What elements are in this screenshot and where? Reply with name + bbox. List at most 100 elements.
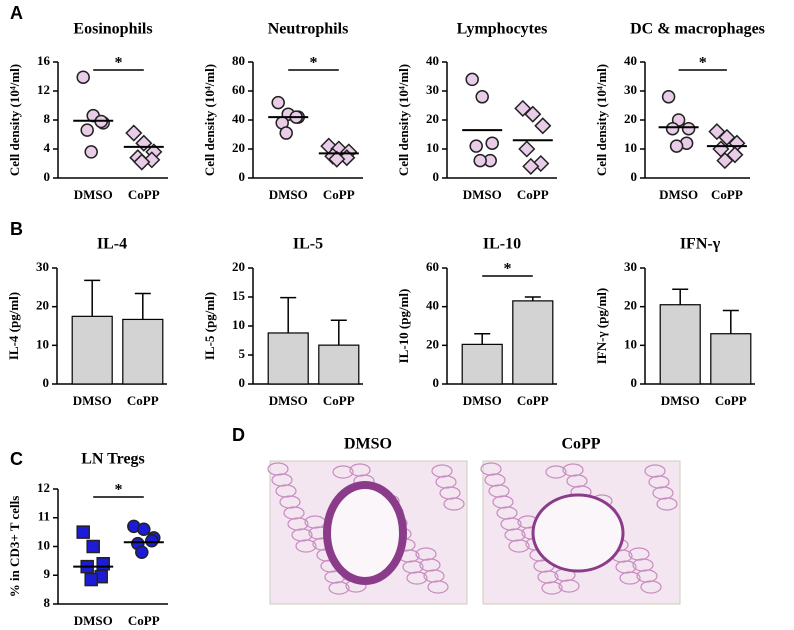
y-tick-label: 0 <box>44 169 51 184</box>
bar <box>267 332 309 385</box>
y-tick-label: 30 <box>426 82 439 97</box>
airway <box>323 481 407 585</box>
tissue <box>328 581 350 595</box>
bar <box>122 318 164 385</box>
data-point <box>328 150 346 168</box>
data-point <box>80 123 94 137</box>
y-tick-label: 30 <box>624 82 637 97</box>
data-point <box>125 124 143 142</box>
bar <box>318 344 360 385</box>
y-tick-label: 10 <box>624 336 637 351</box>
chart-title: Eosinophils <box>73 21 152 38</box>
tissue <box>332 465 354 479</box>
airway <box>531 493 625 573</box>
x-tick-label: CoPP <box>517 187 549 202</box>
y-tick-label: 0 <box>239 375 246 390</box>
y-tick-label: 40 <box>426 53 439 68</box>
y-axis-label: Cell density (10⁴/ml) <box>594 64 609 176</box>
data-point <box>716 152 734 170</box>
tissue <box>541 581 563 595</box>
data-point <box>485 136 499 150</box>
significance-label: * <box>310 55 318 72</box>
tissue <box>295 539 317 553</box>
tissue <box>508 539 530 553</box>
y-tick-label: 0 <box>43 375 50 390</box>
bar <box>461 343 503 385</box>
data-point <box>465 72 479 87</box>
x-tick-label: DMSO <box>463 187 502 202</box>
y-tick-label: 20 <box>36 298 49 313</box>
y-tick-label: 11 <box>38 509 50 524</box>
data-point <box>661 90 676 104</box>
tissue <box>443 497 465 511</box>
y-tick-label: 40 <box>426 298 439 313</box>
bar <box>710 333 752 385</box>
bar <box>512 300 554 385</box>
x-tick-label: CoPP <box>323 187 355 202</box>
bar <box>71 315 113 385</box>
tissue <box>619 571 641 585</box>
chart-title: IL-5 <box>293 236 323 253</box>
data-point <box>76 70 90 84</box>
y-tick-label: 15 <box>232 288 246 303</box>
data-point <box>137 522 151 536</box>
x-tick-label: DMSO <box>463 393 502 408</box>
significance-label: * <box>699 55 707 72</box>
chart-title: Lymphocytes <box>457 21 548 38</box>
y-tick-label: 16 <box>37 53 51 68</box>
y-tick-label: 30 <box>624 259 637 274</box>
chart-title: DC & macrophages <box>630 21 765 38</box>
x-tick-label: CoPP <box>128 613 160 628</box>
y-tick-label: 4 <box>44 140 51 155</box>
panel-label: D <box>232 425 245 445</box>
y-tick-label: 60 <box>232 82 245 97</box>
data-point <box>86 539 100 554</box>
x-tick-label: DMSO <box>73 393 112 408</box>
tissue <box>427 580 449 594</box>
y-tick-label: 0 <box>631 169 638 184</box>
data-point <box>76 525 90 539</box>
x-tick-label: CoPP <box>323 393 355 408</box>
y-tick-label: 12 <box>37 82 50 97</box>
panel-label: A <box>10 3 23 23</box>
y-tick-label: 10 <box>232 317 245 332</box>
bar <box>659 304 701 385</box>
x-tick-label: DMSO <box>661 393 700 408</box>
x-tick-label: DMSO <box>269 393 308 408</box>
y-tick-label: 80 <box>232 53 245 68</box>
significance-label: * <box>504 261 512 278</box>
y-tick-label: 12 <box>37 480 50 495</box>
y-tick-label: 10 <box>624 140 637 155</box>
significance-label: * <box>115 55 123 72</box>
data-point <box>84 145 98 159</box>
y-tick-label: 40 <box>232 111 245 126</box>
y-axis-label: IL-5 (pg/ml) <box>202 292 217 360</box>
y-tick-label: 5 <box>239 346 246 361</box>
y-tick-label: 0 <box>239 169 246 184</box>
y-tick-label: 20 <box>232 140 245 155</box>
y-tick-label: 10 <box>37 537 50 552</box>
x-tick-label: CoPP <box>715 393 747 408</box>
y-axis-label: IFN-γ (pg/ml) <box>594 288 609 365</box>
data-point <box>665 121 680 136</box>
y-tick-label: 0 <box>433 375 440 390</box>
data-point <box>669 139 684 153</box>
x-tick-label: DMSO <box>269 187 308 202</box>
chart-title: IL-4 <box>97 236 127 253</box>
y-tick-label: 8 <box>44 595 51 610</box>
y-tick-label: 20 <box>624 298 637 313</box>
y-tick-label: 0 <box>631 375 638 390</box>
y-axis-label: % in CD3+ T cells <box>7 496 22 598</box>
y-axis-label: Cell density (10⁴/ml) <box>396 64 411 176</box>
y-tick-label: 10 <box>426 140 439 155</box>
y-axis-label: Cell density (10⁴/ml) <box>202 64 217 176</box>
data-point <box>473 153 487 168</box>
y-tick-label: 20 <box>426 336 439 351</box>
y-tick-label: 8 <box>44 111 51 126</box>
image-title: DMSO <box>344 436 392 453</box>
data-point <box>475 90 489 104</box>
x-tick-label: CoPP <box>128 187 160 202</box>
data-point <box>524 105 542 123</box>
x-tick-label: DMSO <box>659 187 698 202</box>
tissue <box>406 571 428 585</box>
